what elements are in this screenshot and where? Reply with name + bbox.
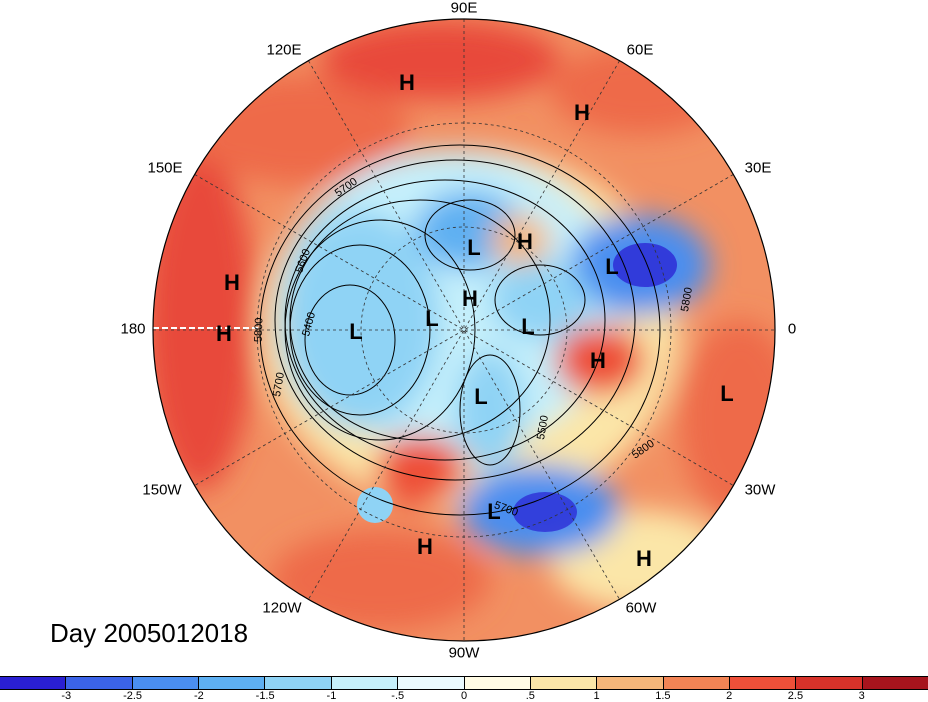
low-pressure-label: L <box>474 384 487 409</box>
lat-lon-grid <box>153 19 775 641</box>
lon-label-30w: 30W <box>744 481 776 499</box>
low-pressure-label: L <box>425 306 438 331</box>
colorbar-swatch <box>132 677 200 689</box>
colorbar-tick-label: -3 <box>61 690 72 702</box>
lon-label-60w: 60W <box>625 599 657 617</box>
colorbar-swatch <box>331 677 399 689</box>
colorbar-tick-label: -.5 <box>391 690 405 702</box>
colorbar-tick-label: 1 <box>593 690 600 702</box>
colorbar-swatch <box>265 677 332 689</box>
colorbar-tick-label: 0 <box>460 690 468 702</box>
high-pressure-label: H <box>399 70 415 95</box>
high-pressure-label: H <box>462 286 478 311</box>
colorbar <box>0 676 928 690</box>
colorbar-swatch <box>862 677 928 689</box>
colorbar-swatch <box>199 677 266 689</box>
colorbar-swatch <box>398 677 465 689</box>
colorbar-tick-label: .5 <box>525 690 535 702</box>
contour-label: 5800 <box>679 286 695 312</box>
colorbar-swatch <box>0 677 67 689</box>
lon-label-120w: 120W <box>262 599 302 617</box>
lon-label-150e: 150E <box>147 159 183 177</box>
lon-label-60e: 60E <box>626 41 654 59</box>
colorbar-swatch <box>597 677 664 689</box>
high-pressure-label: H <box>224 270 240 295</box>
high-pressure-label: H <box>417 534 433 559</box>
colorbar-swatch <box>729 677 797 689</box>
colorbar-swatch <box>796 677 863 689</box>
colorbar-swatch <box>530 677 598 689</box>
low-pressure-label: L <box>349 319 362 344</box>
high-pressure-label: H <box>590 348 606 373</box>
lon-label-120e: 120E <box>266 41 302 59</box>
colorbar-tick-label: -2 <box>193 690 204 702</box>
contour-label: 5800 <box>253 317 266 342</box>
colorbar-swatch <box>66 677 133 689</box>
lon-label-30e: 30E <box>744 159 772 177</box>
map-boundary <box>152 18 776 642</box>
lon-label-0: 0 <box>787 320 797 338</box>
colorbar-tick-label: -1 <box>326 690 337 702</box>
lon-label-90w: 90W <box>448 644 480 662</box>
low-pressure-label: L <box>605 254 618 279</box>
low-pressure-label: L <box>487 499 500 524</box>
high-pressure-label: H <box>517 229 533 254</box>
high-pressure-label: H <box>216 321 232 346</box>
colorbar-swatch <box>464 677 531 689</box>
day-label: Day 2005012018 <box>50 618 249 648</box>
lon-label-90e: 90E <box>450 0 478 17</box>
lon-label-180: 180 <box>120 320 146 338</box>
colorbar-tick-label: 2.5 <box>787 690 804 702</box>
colorbar-tick-label: 3 <box>858 690 865 702</box>
colorbar-tick-label: 1.5 <box>655 690 671 702</box>
high-pressure-label: H <box>636 546 652 571</box>
colorbar-tick-label: -2.5 <box>123 690 143 702</box>
high-pressure-label: H <box>574 100 590 125</box>
low-pressure-label: L <box>720 381 733 406</box>
low-pressure-label: L <box>521 314 534 339</box>
lon-label-150w: 150W <box>142 481 182 499</box>
colorbar-tick-label: -1.5 <box>255 690 275 702</box>
colorbar-swatch <box>663 677 730 689</box>
contour-label: 5700 <box>271 371 287 397</box>
low-pressure-label: L <box>467 235 480 260</box>
colorbar-tick-label: 2 <box>726 690 733 702</box>
contour-label: 5500 <box>535 414 551 440</box>
